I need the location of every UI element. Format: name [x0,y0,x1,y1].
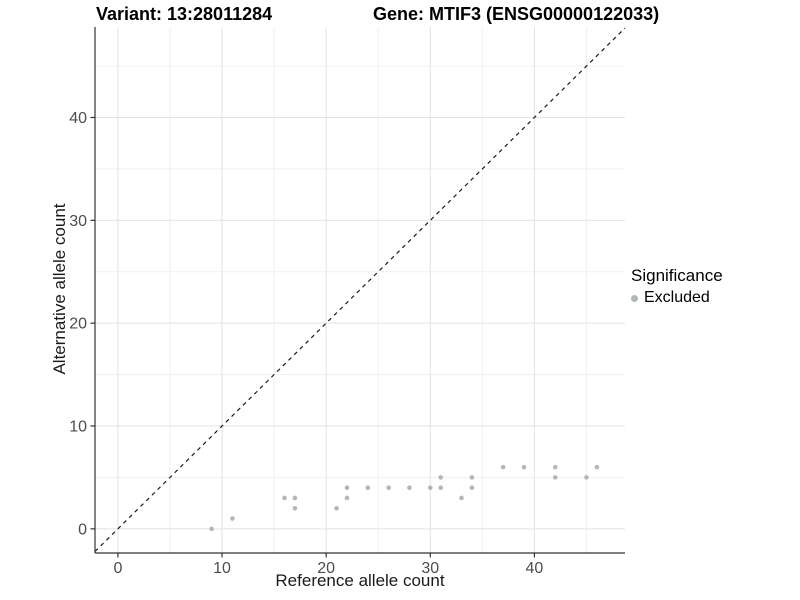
data-point [469,475,475,480]
data-point [230,516,235,521]
gene-title: Gene: MTIF3 (ENSG00000122033) [373,4,660,24]
data-point [209,526,214,532]
x-tick-label: 10 [213,560,231,577]
data-point [386,485,391,490]
variant-title: Variant: 13:28011284 [96,4,273,24]
x-tick-label: 20 [317,560,335,577]
data-point [427,485,433,490]
excluded-point-icon [631,294,638,302]
data-point [344,485,350,490]
data-point [344,495,350,501]
data-point [584,475,589,480]
data-point [552,475,558,480]
data-point [365,485,371,490]
x-tick-label: 30 [421,560,439,577]
data-point [552,464,558,470]
data-point [521,464,527,470]
y-tick-label: 30 [69,213,87,230]
y-tick-label: 40 [69,110,87,127]
y-axis-title: Alternative allele count [50,203,69,375]
data-point [594,464,600,470]
data-point [469,485,475,490]
x-axis-title: Reference allele count [275,571,445,590]
y-tick-label: 10 [69,418,87,435]
y-tick-label: 20 [69,316,87,333]
x-tick-label: 0 [113,560,122,577]
y-tick-label: 0 [78,521,87,538]
legend-entry-excluded: Excluded [631,289,723,307]
data-point [459,495,464,501]
x-tick-label: 40 [526,560,544,577]
legend-title: Significance [631,266,723,285]
identity-line [94,27,626,552]
data-point [334,505,339,511]
legend: Significance Excluded [631,266,723,307]
data-point [407,485,412,490]
legend-entry-label: Excluded [644,289,710,306]
data-point [500,464,506,470]
data-point [438,485,443,490]
data-point [292,505,298,511]
data-point [438,475,443,480]
data-point [292,495,298,501]
data-point [282,495,287,501]
